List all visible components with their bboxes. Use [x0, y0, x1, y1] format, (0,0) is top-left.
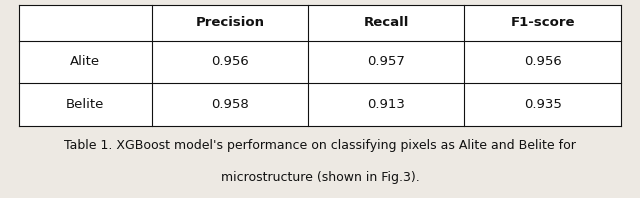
Text: Alite: Alite: [70, 55, 100, 68]
Text: F1-score: F1-score: [510, 16, 575, 29]
Text: Recall: Recall: [364, 16, 409, 29]
Bar: [19, 5, 621, 126]
Text: 0.958: 0.958: [211, 98, 248, 111]
Text: 0.956: 0.956: [211, 55, 248, 68]
Text: 0.956: 0.956: [524, 55, 561, 68]
Text: Belite: Belite: [66, 98, 104, 111]
Text: microstructure (shown in Fig.3).: microstructure (shown in Fig.3).: [221, 171, 419, 184]
Text: 0.957: 0.957: [367, 55, 405, 68]
Text: 0.913: 0.913: [367, 98, 405, 111]
Text: 0.935: 0.935: [524, 98, 561, 111]
Text: Precision: Precision: [195, 16, 264, 29]
Text: Table 1. XGBoost model's performance on classifying pixels as Alite and Belite f: Table 1. XGBoost model's performance on …: [64, 139, 576, 152]
